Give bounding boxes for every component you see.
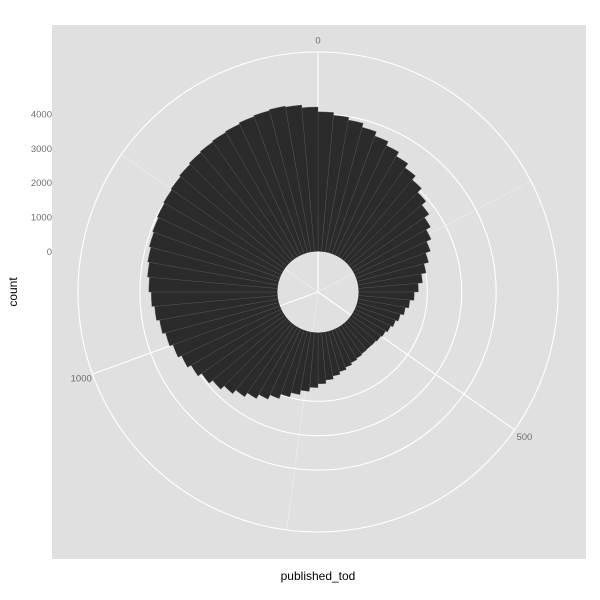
bar-14 <box>355 252 429 282</box>
bar-10 <box>348 204 430 269</box>
bar-70 <box>285 104 315 253</box>
y-axis-title: count <box>6 277 20 307</box>
bar-16 <box>357 273 423 289</box>
bar-26 <box>346 317 377 346</box>
minor-spoke-1 <box>286 291 319 530</box>
bar-9 <box>346 192 427 267</box>
bar-7 <box>341 167 416 262</box>
bar-19 <box>357 295 410 309</box>
ticks-layer: 0 1000 2000 3000 4000 0 500 1000 <box>31 36 532 444</box>
bar-15 <box>356 263 427 286</box>
bar-17 <box>358 283 419 293</box>
bar-23 <box>352 308 391 333</box>
bar-25 <box>348 315 382 342</box>
bar-6 <box>338 155 409 260</box>
bar-8 <box>343 179 422 264</box>
plot-panel <box>52 25 586 559</box>
outer-grid-circle <box>77 51 559 533</box>
bars-layer <box>147 104 432 400</box>
bar-20 <box>356 298 406 316</box>
major-spoke-1 <box>317 291 515 431</box>
bar-12 <box>352 229 432 276</box>
bar-13 <box>354 241 431 279</box>
y-tick-label-2: 2000 <box>31 178 52 189</box>
bar-1 <box>321 115 350 253</box>
bar-71 <box>301 106 319 252</box>
bar-21 <box>355 302 401 322</box>
bar-24 <box>350 312 386 338</box>
bar-22 <box>354 305 396 328</box>
bar-4 <box>331 135 389 256</box>
y-tick-label-4: 4000 <box>31 109 52 120</box>
bar-69 <box>268 105 312 254</box>
bar-3 <box>328 127 377 255</box>
x-axis-title: published_tod <box>281 569 356 583</box>
bar-0 <box>317 111 334 252</box>
y-tick-label-0: 0 <box>47 247 52 258</box>
y-tick-label-1: 1000 <box>31 213 52 224</box>
x-tick-label-1: 500 <box>516 432 532 443</box>
bar-18 <box>358 291 415 301</box>
x-tick-label-2: 1000 <box>71 374 92 385</box>
bar-2 <box>324 119 364 254</box>
y-tick-label-3: 3000 <box>31 144 52 155</box>
x-tick-label-0: 0 <box>315 36 320 47</box>
bar-5 <box>334 145 400 258</box>
bar-11 <box>350 217 431 272</box>
